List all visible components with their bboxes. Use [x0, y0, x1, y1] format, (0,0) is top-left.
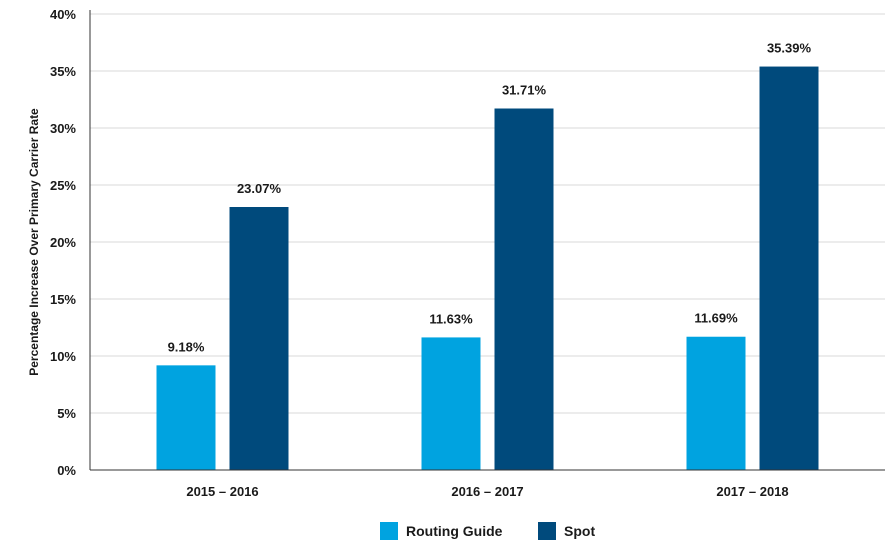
y-tick-label: 10% — [50, 349, 76, 364]
data-labels: 9.18% 23.07% 11.63% 31.71% 11.69% 35.39% — [168, 41, 812, 355]
legend-swatch — [538, 522, 556, 540]
legend: Routing Guide Spot — [380, 522, 595, 540]
x-category-label: 2017 – 2018 — [716, 484, 788, 499]
bar-spot — [229, 207, 289, 470]
y-tick-label: 0% — [57, 463, 76, 478]
data-label: 9.18% — [168, 339, 205, 354]
data-label: 31.71% — [502, 83, 547, 98]
y-tick-label: 20% — [50, 235, 76, 250]
x-category-labels: 2015 – 2016 2016 – 2017 2017 – 2018 — [186, 484, 788, 499]
bar-routing-guide — [156, 365, 216, 470]
legend-label: Routing Guide — [406, 523, 503, 539]
bars — [156, 66, 819, 471]
y-tick-label: 35% — [50, 64, 76, 79]
bar-spot — [494, 108, 554, 471]
y-tick-label: 15% — [50, 292, 76, 307]
bar-spot — [759, 66, 819, 470]
legend-swatch — [380, 522, 398, 540]
data-label: 11.69% — [694, 311, 738, 326]
bar-routing-guide — [421, 337, 481, 470]
legend-label: Spot — [564, 523, 595, 539]
x-category-label: 2015 – 2016 — [186, 484, 258, 499]
data-label: 35.39% — [767, 41, 812, 56]
y-tick-label: 5% — [57, 406, 76, 421]
data-label: 23.07% — [237, 181, 282, 196]
bar-routing-guide — [686, 336, 746, 470]
y-tick-labels: 0% 5% 10% 15% 20% 25% 30% 35% 40% — [50, 7, 76, 478]
y-axis-title: Percentage Increase Over Primary Carrier… — [27, 108, 41, 376]
y-tick-label: 40% — [50, 7, 76, 22]
gridlines — [90, 13, 885, 414]
data-label: 11.63% — [429, 311, 473, 326]
x-category-label: 2016 – 2017 — [451, 484, 523, 499]
y-tick-label: 30% — [50, 121, 76, 136]
y-tick-label: 25% — [50, 178, 76, 193]
